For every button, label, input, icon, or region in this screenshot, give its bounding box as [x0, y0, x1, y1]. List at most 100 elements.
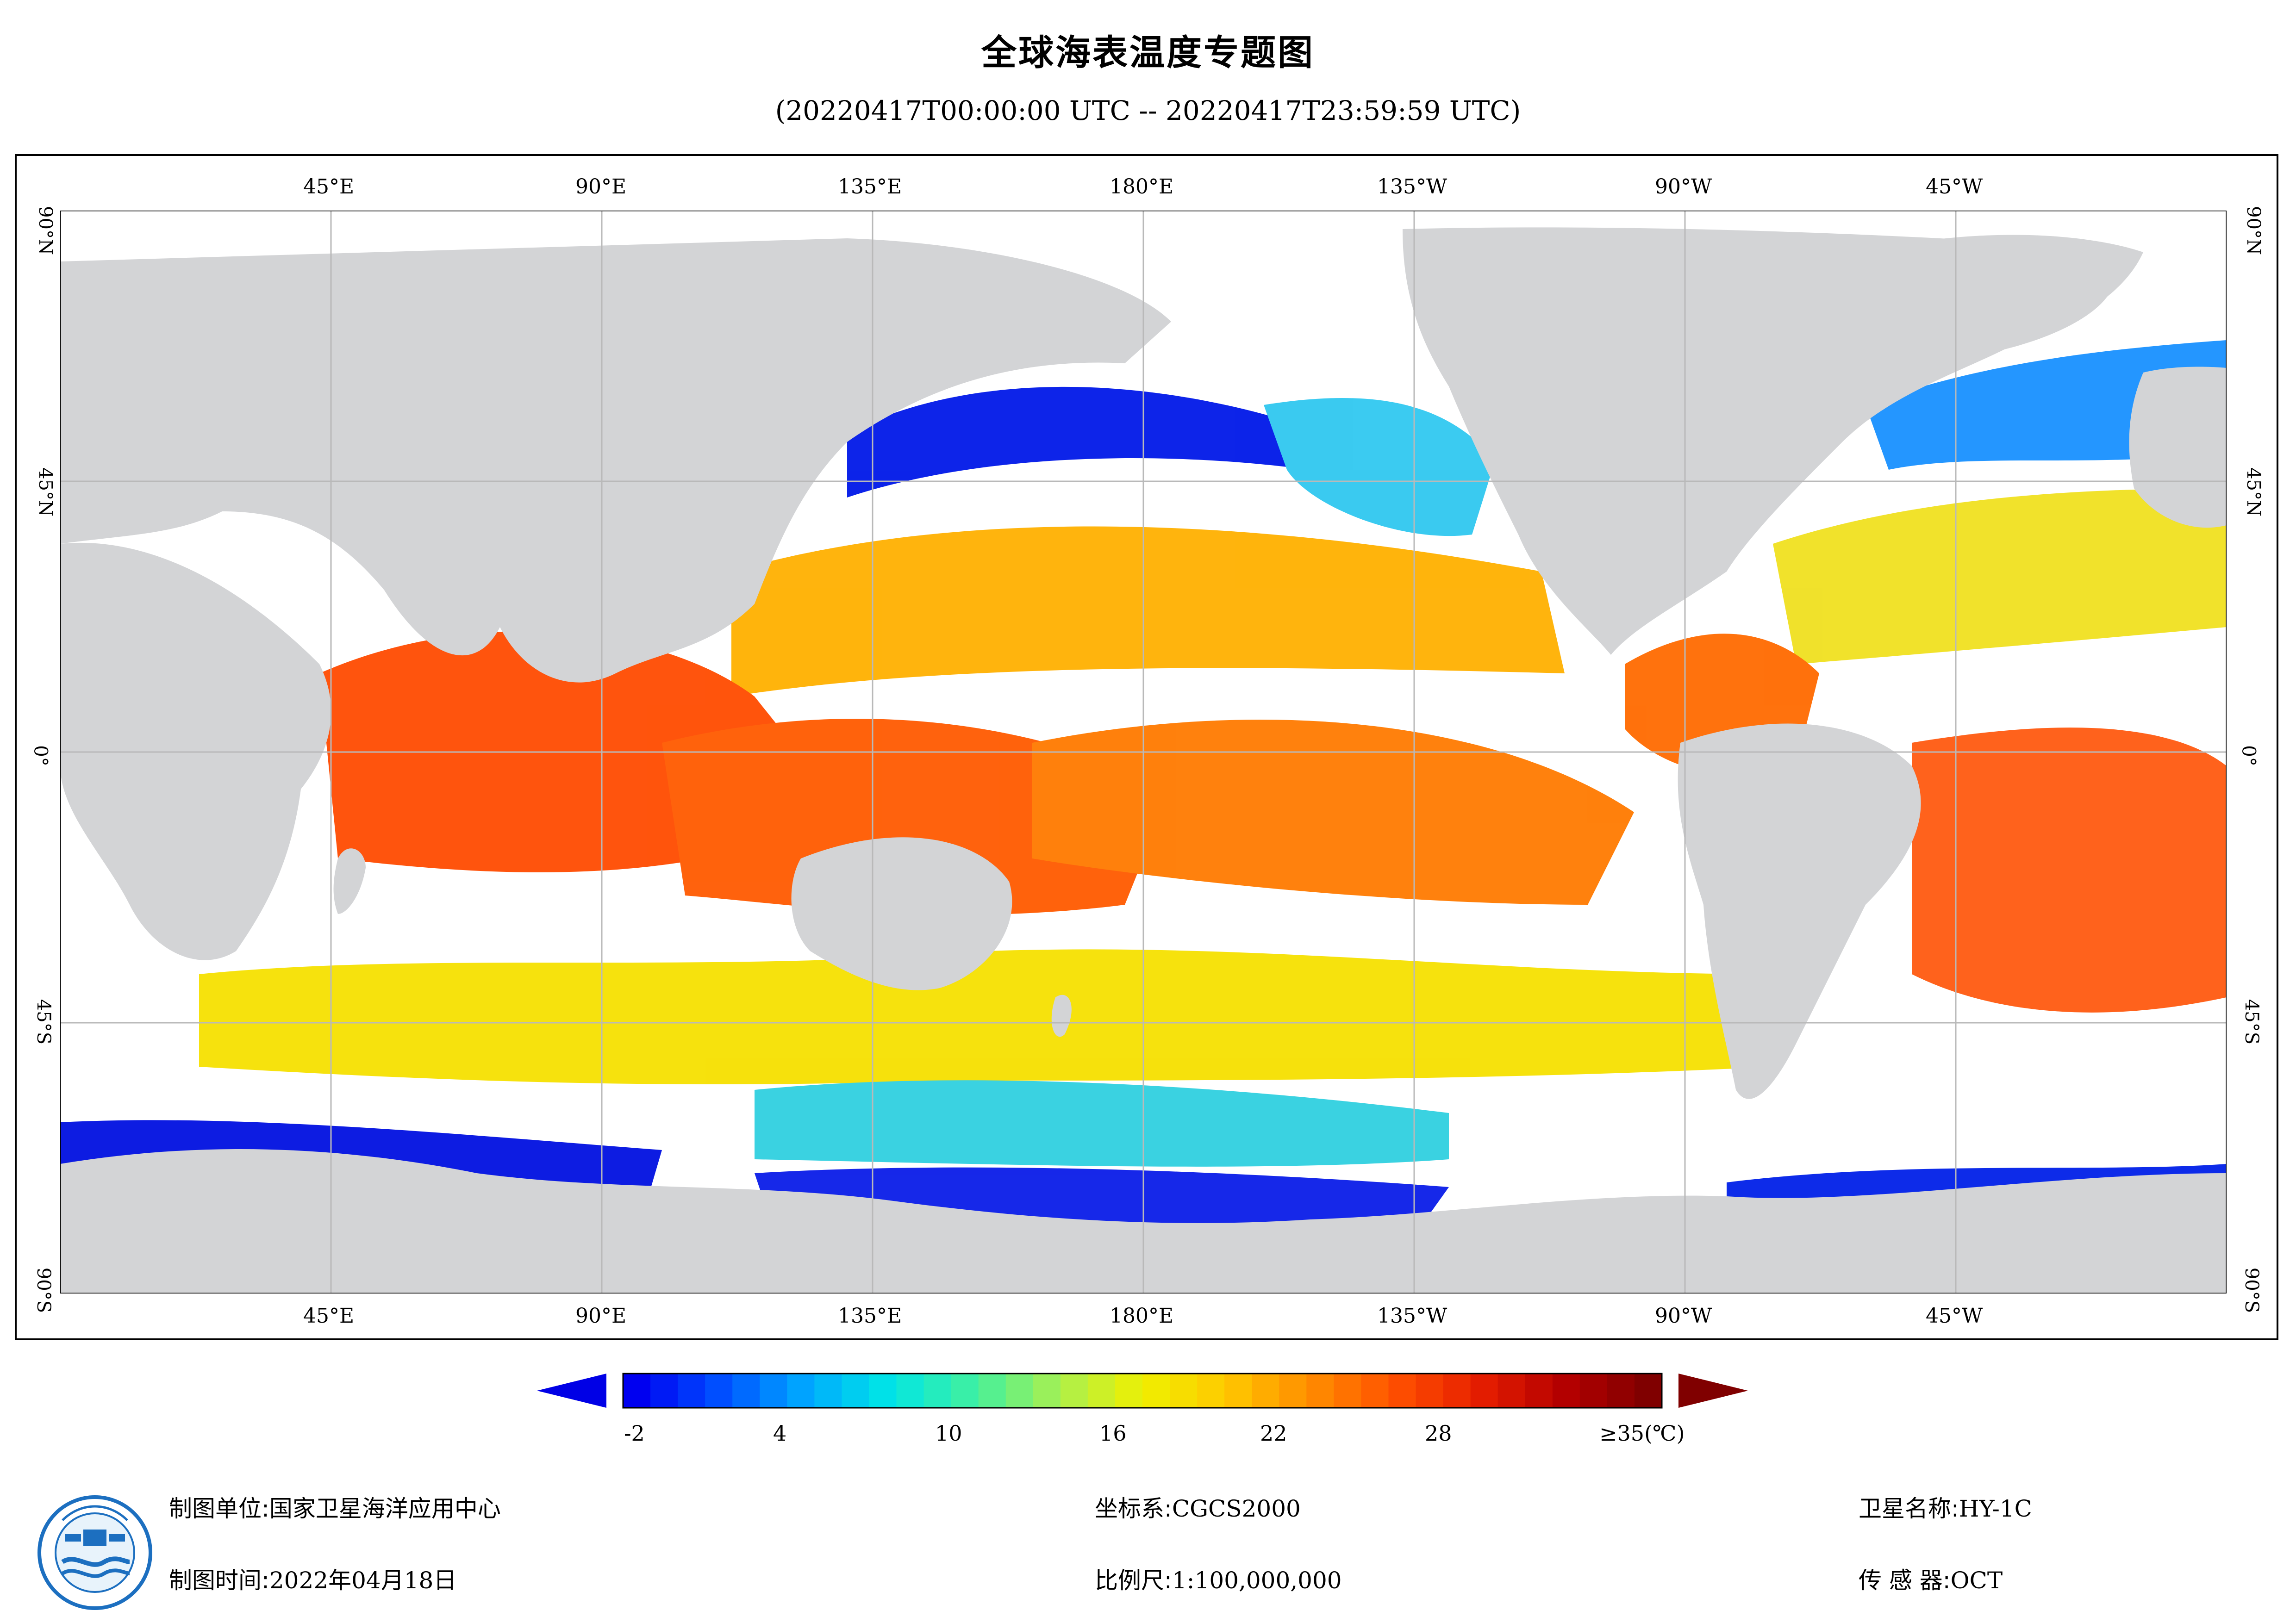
bottom-label-45w: 45°W	[1926, 1304, 1983, 1328]
sst-east-pacific-warm	[1032, 720, 1634, 905]
colorbar-bin	[869, 1374, 897, 1408]
right-label-90n: 90°N	[2242, 206, 2264, 255]
colorbar	[537, 1373, 1748, 1409]
colorbar-bins	[623, 1374, 1662, 1408]
scale-label: 比例尺:	[1095, 1567, 1172, 1594]
top-label-90e: 90°E	[575, 175, 627, 199]
sensor-label: 传 感 器:	[1859, 1567, 1951, 1594]
colorbar-bin	[1634, 1374, 1662, 1408]
satellite-info: 卫星名称:HY-1C	[1859, 1490, 2032, 1524]
production-time-label: 制图时间:	[169, 1567, 269, 1594]
colorbar-bin	[787, 1374, 815, 1408]
colorbar-bin	[814, 1374, 842, 1408]
left-label-45s: 45°S	[33, 999, 55, 1045]
colorbar-bin	[1033, 1374, 1061, 1408]
production-time-info: 制图时间:2022年04月18日	[169, 1562, 456, 1595]
colorbar-bin	[1607, 1374, 1635, 1408]
sensor-info: 传 感 器:OCT	[1859, 1562, 2003, 1595]
satellite-label: 卫星名称:	[1859, 1495, 1959, 1522]
right-label-45n: 45°N	[2242, 467, 2264, 516]
land-new-zealand	[1051, 995, 1072, 1037]
top-label-135e: 135°E	[838, 175, 902, 199]
sst-south-midlatitude	[755, 1080, 1449, 1167]
top-label-135w: 135°W	[1377, 175, 1447, 199]
colorbar-label-28: 28	[1425, 1421, 1452, 1446]
crs-label: 坐标系:	[1095, 1495, 1172, 1522]
colorbar-under-arrow	[537, 1374, 606, 1408]
sst-north-pacific-cold	[847, 386, 1310, 497]
colorbar-bin	[623, 1374, 651, 1408]
sst-mid-pacific-warm	[731, 526, 1565, 696]
production-time-value: 2022年04月18日	[269, 1567, 457, 1594]
top-label-45w: 45°W	[1926, 175, 1983, 199]
colorbar-label-4: 4	[773, 1421, 787, 1446]
land-australia	[791, 837, 1012, 990]
colorbar-bin	[951, 1374, 979, 1408]
sst-map[interactable]	[60, 211, 2227, 1293]
colorbar-bin	[1306, 1374, 1334, 1408]
colorbar-bin	[1142, 1374, 1170, 1408]
colorbar-label-35: ≥35(℃)	[1599, 1421, 1685, 1446]
colorbar-bin	[1224, 1374, 1252, 1408]
land-europe-west	[2129, 367, 2227, 528]
colorbar-bin	[1279, 1374, 1307, 1408]
colorbar-bin	[1470, 1374, 1498, 1408]
colorbar-bin	[1525, 1374, 1553, 1408]
colorbar-bin	[1170, 1374, 1198, 1408]
colorbar-bin	[1252, 1374, 1279, 1408]
colorbar-bin	[896, 1374, 924, 1408]
crs-value: CGCS2000	[1172, 1495, 1301, 1522]
colorbar-label-10: 10	[935, 1421, 962, 1446]
colorbar-label-minus2: -2	[624, 1421, 645, 1446]
colorbar-over-arrow	[1678, 1374, 1748, 1408]
right-label-0: 0°	[2238, 745, 2259, 766]
right-label-90s: 90°S	[2241, 1267, 2263, 1313]
left-label-0: 0°	[30, 745, 51, 766]
colorbar-bin	[923, 1374, 952, 1408]
left-label-45n: 45°N	[34, 467, 56, 516]
satellite-value: HY-1C	[1959, 1495, 2032, 1522]
producer-info: 制图单位:国家卫星海洋应用中心	[169, 1490, 501, 1524]
colorbar-bin	[650, 1374, 678, 1408]
producer-label: 制图单位:	[169, 1495, 269, 1522]
colorbar-bin	[1060, 1374, 1088, 1408]
bottom-label-45e: 45°E	[303, 1304, 355, 1328]
colorbar-bin	[732, 1374, 760, 1408]
left-label-90s: 90°S	[33, 1267, 55, 1313]
land-madagascar	[333, 848, 366, 914]
land-south-america	[1678, 723, 1921, 1099]
colorbar-bin	[1443, 1374, 1471, 1408]
colorbar-bin	[1005, 1374, 1034, 1408]
land-eurasia	[60, 238, 1171, 683]
sst-southern-subtropic	[199, 949, 1773, 1085]
colorbar-bin	[1388, 1374, 1416, 1408]
sst-north-atlantic-mid	[1773, 488, 2227, 664]
bottom-label-135e: 135°E	[838, 1304, 902, 1328]
sst-atlantic-equatorial	[1912, 728, 2227, 1013]
top-label-180e: 180°E	[1110, 175, 1174, 199]
colorbar-outline	[622, 1373, 1663, 1409]
colorbar-bin	[760, 1374, 787, 1408]
bottom-label-180e: 180°E	[1110, 1304, 1174, 1328]
colorbar-bin	[1579, 1374, 1608, 1408]
colorbar-label-22: 22	[1260, 1421, 1287, 1446]
colorbar-bin	[1552, 1374, 1580, 1408]
scale-info: 比例尺:1:100,000,000	[1095, 1562, 1342, 1595]
top-label-45e: 45°E	[303, 175, 355, 199]
right-label-45s: 45°S	[2241, 999, 2263, 1045]
colorbar-bin	[1497, 1374, 1526, 1408]
land-greenland	[1864, 235, 2143, 349]
crs-info: 坐标系:CGCS2000	[1095, 1490, 1301, 1524]
bottom-label-90e: 90°E	[575, 1304, 627, 1328]
colorbar-bin	[978, 1374, 1006, 1408]
colorbar-bin	[678, 1374, 705, 1408]
colorbar-bin	[842, 1374, 870, 1408]
colorbar-label-16: 16	[1099, 1421, 1127, 1446]
map-title: 全球海表温度专题图	[981, 32, 1315, 73]
colorbar-bin	[1416, 1374, 1444, 1408]
colorbar-bin	[1087, 1374, 1116, 1408]
map-time-range: (20220417T00:00:00 UTC -- 20220417T23:59…	[775, 95, 1521, 126]
colorbar-bin	[705, 1374, 733, 1408]
sensor-value: OCT	[1950, 1567, 2003, 1594]
colorbar-bin	[1197, 1374, 1225, 1408]
